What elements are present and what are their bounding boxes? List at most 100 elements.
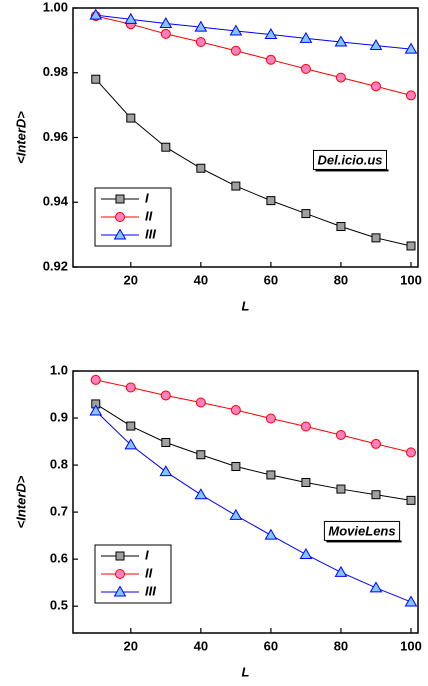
legend-marker (115, 551, 125, 561)
marker (299, 547, 313, 559)
y-tick-label: 0.98 (43, 64, 68, 79)
marker (406, 495, 416, 505)
x-tick-label: 80 (334, 272, 348, 287)
marker (336, 484, 346, 494)
marker (230, 45, 241, 56)
marker (195, 36, 206, 47)
series-line (95, 403, 412, 501)
marker (404, 42, 418, 54)
legend-label: II (145, 565, 153, 580)
marker (369, 39, 383, 51)
y-axis-label: <InterD> (13, 111, 28, 164)
marker (161, 437, 171, 447)
marker (89, 8, 103, 20)
marker (300, 63, 311, 74)
marker (266, 470, 276, 480)
marker (369, 581, 383, 593)
marker (335, 72, 346, 83)
y-tick-label: 0.5 (50, 598, 68, 613)
legend-label: III (145, 583, 156, 598)
marker (126, 113, 136, 123)
y-axis-label: <InterD> (13, 475, 28, 528)
y-tick-label: 1.00 (43, 0, 68, 14)
x-tick-label: 20 (124, 638, 138, 653)
marker (406, 241, 416, 251)
marker (301, 209, 311, 219)
series-line (95, 410, 412, 603)
legend-label: I (145, 190, 149, 205)
annotation-shadow (326, 540, 402, 543)
x-tick-label: 40 (194, 272, 208, 287)
marker (161, 142, 171, 152)
series-line (95, 78, 412, 247)
annotation: Del.icio.us (317, 152, 382, 167)
y-tick-label: 0.7 (50, 504, 68, 519)
marker (231, 181, 241, 191)
y-tick-label: 1.0 (50, 362, 68, 377)
marker (266, 196, 276, 206)
marker (196, 450, 206, 460)
legend-label: II (145, 208, 153, 223)
x-tick-label: 100 (400, 638, 422, 653)
x-tick-label: 40 (194, 638, 208, 653)
marker (194, 20, 208, 32)
marker (125, 382, 136, 393)
annotation-shadow (315, 169, 389, 172)
marker (405, 447, 416, 458)
x-axis-label: L (242, 664, 250, 679)
marker (371, 233, 381, 243)
y-tick-label: 0.92 (43, 258, 68, 273)
marker (124, 12, 138, 24)
legend-marker (115, 194, 125, 204)
marker (91, 74, 101, 84)
marker (404, 595, 418, 607)
marker (334, 35, 348, 47)
marker (370, 438, 381, 449)
marker (264, 28, 278, 40)
marker (301, 477, 311, 487)
marker (231, 461, 241, 471)
marker (405, 90, 416, 101)
y-tick-label: 0.8 (50, 457, 68, 472)
series-line (95, 379, 412, 453)
x-tick-label: 60 (264, 638, 278, 653)
marker (334, 565, 348, 577)
y-tick-label: 0.9 (50, 409, 68, 424)
y-tick-label: 0.96 (43, 129, 68, 144)
x-tick-label: 60 (264, 272, 278, 287)
x-tick-label: 80 (334, 638, 348, 653)
marker (196, 163, 206, 173)
marker (126, 421, 136, 431)
series-line (95, 14, 412, 50)
series-line (95, 15, 412, 96)
marker (195, 397, 206, 408)
legend-marker (113, 585, 127, 597)
x-axis-label: L (242, 298, 250, 313)
marker (159, 465, 173, 477)
plot-frame (72, 370, 419, 634)
y-tick-label: 0.94 (43, 194, 69, 209)
marker (300, 421, 311, 432)
marker (299, 31, 313, 43)
marker (335, 429, 346, 440)
marker (90, 374, 101, 385)
marker (194, 488, 208, 500)
marker (160, 390, 171, 401)
legend-marker (115, 569, 125, 579)
marker (265, 413, 276, 424)
legend-label: III (145, 226, 156, 241)
y-tick-label: 0.6 (50, 551, 68, 566)
marker (336, 222, 346, 232)
marker (371, 490, 381, 500)
marker (230, 405, 241, 416)
x-tick-label: 20 (124, 272, 138, 287)
marker (159, 17, 173, 29)
annotation: MovieLens (328, 523, 395, 538)
marker (124, 438, 138, 450)
legend-marker (115, 212, 125, 222)
marker (265, 54, 276, 65)
marker (370, 81, 381, 92)
marker (229, 24, 243, 36)
marker (264, 528, 278, 540)
